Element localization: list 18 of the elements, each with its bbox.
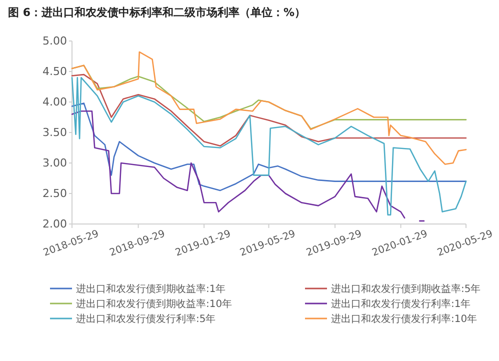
legend-label: 进出口和农发行债到期收益率:5年 bbox=[331, 283, 481, 295]
legend-label: 进出口和农发行债到期收益率:1年 bbox=[76, 283, 226, 295]
line-series bbox=[71, 76, 467, 216]
legend-label: 进出口和农发行债到期收益率:10年 bbox=[76, 298, 232, 310]
line-series bbox=[71, 74, 467, 147]
y-tick-label: 3.50 bbox=[42, 126, 67, 139]
y-tick-label: 2.50 bbox=[42, 187, 67, 200]
legend-label: 进出口和农发行债发行利率:5年 bbox=[76, 313, 216, 325]
legend-label: 进出口和农发行债发行利率:1年 bbox=[331, 298, 471, 310]
y-tick-label: 3.00 bbox=[42, 156, 67, 170]
chart-title: 图 6：进出口和农发债中标利率和二级市场利率（单位：%） bbox=[8, 6, 306, 19]
line-series bbox=[71, 102, 467, 192]
y-tick-label: 5.00 bbox=[42, 34, 67, 48]
legend-label: 进出口和农发行债发行利率:10年 bbox=[331, 313, 478, 325]
y-tick-label: 4.50 bbox=[42, 65, 67, 78]
y-tick-label: 4.00 bbox=[42, 96, 67, 108]
y-tick-label: 2.00 bbox=[42, 218, 67, 230]
line-series bbox=[71, 51, 467, 165]
